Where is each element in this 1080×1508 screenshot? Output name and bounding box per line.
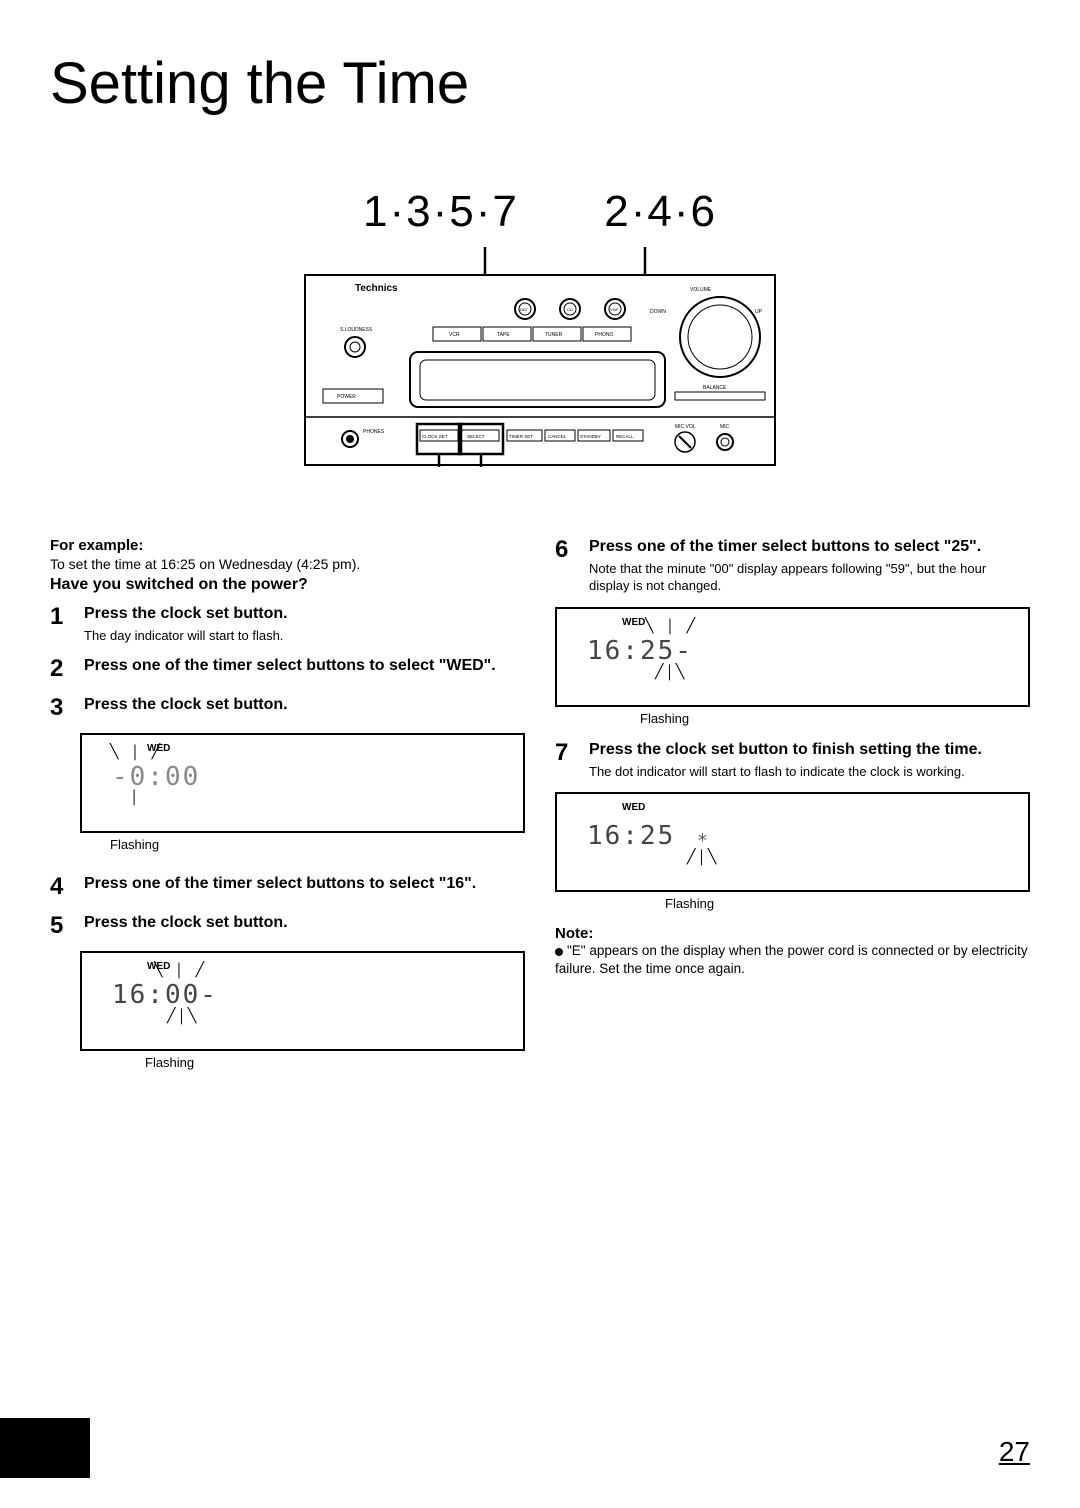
step-3-num: 3 [50, 695, 72, 721]
step-3-title: Press the clock set button. [84, 695, 525, 716]
step-1-num: 1 [50, 604, 72, 644]
svg-text:DOWN: DOWN [650, 309, 666, 315]
diagram-step-numbers: 1·3·5·7 2·4·6 [50, 187, 1030, 237]
svg-text:CD: CD [567, 307, 573, 312]
diagram-nums-left: 1·3·5·7 [363, 187, 519, 236]
step-6-sub: Note that the minute "00" display appear… [589, 560, 1030, 595]
svg-text:MIC: MIC [720, 424, 730, 430]
svg-text:RECALL: RECALL [616, 434, 634, 439]
svg-text:DAT: DAT [520, 307, 528, 312]
diagram-nums-right: 2·4·6 [604, 187, 717, 236]
display-step-6: WED ╲ │ ╱ 16:25- ╱│╲ [555, 607, 1030, 707]
svg-text:TIMER SET: TIMER SET [509, 434, 533, 439]
svg-text:SELECT: SELECT [467, 434, 485, 439]
display-3-day: WED [147, 743, 513, 754]
display-3-flashing: Flashing [110, 837, 525, 852]
svg-text:VDP: VDP [610, 307, 619, 312]
receiver-diagram: Technics VOLUME DOWN UP DAT CD VDP S.LOU… [50, 247, 1030, 477]
display-5-flashing: Flashing [145, 1055, 525, 1070]
display-step-7: WED 16:25 ∗ ╱│╲ [555, 792, 1030, 892]
example-text: To set the time at 16:25 on Wednesday (4… [50, 556, 525, 572]
display-7-time: 16:25 [587, 821, 675, 851]
display-6-flashing: Flashing [640, 711, 1030, 726]
step-4-title: Press one of the timer select buttons to… [84, 874, 525, 895]
step-6: 6 Press one of the timer select buttons … [555, 537, 1030, 595]
step-2: 2 Press one of the timer select buttons … [50, 656, 525, 682]
svg-text:MIC VOL: MIC VOL [675, 424, 696, 430]
step-2-title: Press one of the timer select buttons to… [84, 656, 525, 677]
step-4-num: 4 [50, 874, 72, 900]
svg-text:TUNER: TUNER [545, 332, 563, 338]
svg-text:S.LOUDNESS: S.LOUDNESS [340, 327, 373, 333]
note-heading: Note: [555, 925, 1030, 942]
note-text: "E" appears on the display when the powe… [555, 943, 1028, 976]
step-1-sub: The day indicator will start to flash. [84, 627, 525, 645]
display-6-time: 16:25- [587, 636, 693, 666]
step-6-title: Press one of the timer select buttons to… [589, 537, 1030, 558]
step-7-title: Press the clock set button to finish set… [589, 740, 1030, 761]
step-5-num: 5 [50, 913, 72, 939]
right-column: 6 Press one of the timer select buttons … [555, 537, 1030, 1070]
step-5-title: Press the clock set button. [84, 913, 525, 934]
display-step-3: WED ╲ │ ╱ -0:00 │ [80, 733, 525, 833]
svg-text:BALANCE: BALANCE [703, 385, 727, 391]
svg-text:PHONES: PHONES [363, 429, 385, 435]
svg-text:CANCEL: CANCEL [548, 434, 567, 439]
step-1: 1 Press the clock set button. The day in… [50, 604, 525, 644]
power-question: Have you switched on the power? [50, 576, 525, 594]
bullet-icon [555, 948, 563, 956]
display-3-time: -0:00 [112, 762, 200, 792]
svg-text:POWER: POWER [337, 394, 356, 400]
step-3: 3 Press the clock set button. [50, 695, 525, 721]
step-5: 5 Press the clock set button. [50, 913, 525, 939]
svg-text:VOLUME: VOLUME [690, 287, 712, 293]
step-7: 7 Press the clock set button to finish s… [555, 740, 1030, 780]
scan-artifact [0, 1418, 90, 1478]
step-1-title: Press the clock set button. [84, 604, 525, 625]
svg-text:UP: UP [755, 309, 763, 315]
svg-text:STANDBY: STANDBY [580, 434, 601, 439]
svg-text:CLOCK SET: CLOCK SET [422, 434, 448, 439]
note-body: "E" appears on the display when the powe… [555, 942, 1030, 978]
page-title: Setting the Time [50, 50, 1030, 117]
display-5-time: 16:00- [112, 980, 218, 1010]
svg-text:PHONO: PHONO [595, 332, 613, 338]
page-number: 27 [999, 1436, 1030, 1468]
step-7-sub: The dot indicator will start to flash to… [589, 763, 1030, 781]
display-7-flashing: Flashing [665, 896, 1030, 911]
step-6-num: 6 [555, 537, 577, 595]
step-2-num: 2 [50, 656, 72, 682]
for-example-label: For example: [50, 537, 525, 554]
step-7-num: 7 [555, 740, 577, 780]
left-column: For example: To set the time at 16:25 on… [50, 537, 525, 1070]
display-7-day: WED [622, 802, 1018, 813]
step-4: 4 Press one of the timer select buttons … [50, 874, 525, 900]
svg-text:TAPE: TAPE [497, 332, 510, 338]
svg-text:VCR: VCR [449, 332, 460, 338]
display-step-5: WED ╲ │ ╱ 16:00- ╱│╲ [80, 951, 525, 1051]
brand-label: Technics [355, 283, 398, 294]
